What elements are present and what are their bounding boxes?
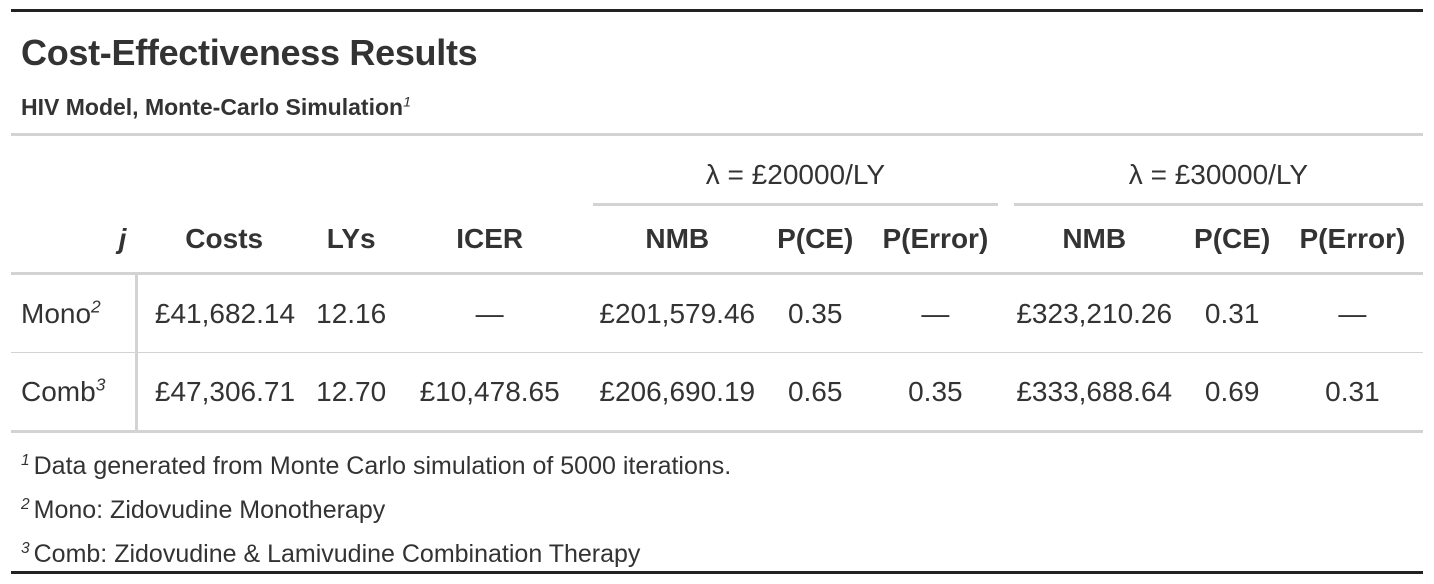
spanner-lambda-30000-label: λ = £30000/LY: [1013, 159, 1423, 206]
footnote: 2 Mono: Zidovudine Monotherapy: [21, 488, 731, 532]
table-heading: Cost-Effectiveness Results HIV Model, Mo…: [11, 12, 1423, 136]
cell-lys: 12.70: [311, 352, 391, 433]
table-title: Cost-Effectiveness Results: [21, 32, 478, 73]
results-table: λ = £20000/LY λ = £30000/LY j Costs LYs …: [11, 136, 1423, 433]
spanner-lambda-30000: λ = £30000/LY: [1006, 136, 1423, 206]
table-row: Comb3 £47,306.71 12.70 £10,478.65 £206,6…: [11, 352, 1423, 433]
cell-pce-20k: 0.65: [765, 352, 865, 433]
footnotes: 1 Data generated from Monte Carlo simulat…: [21, 444, 731, 576]
cell-nmb-30k: £333,688.64: [1005, 352, 1183, 433]
column-header-pce-20k: P(CE): [765, 206, 865, 275]
column-header-nmb-20k: NMB: [588, 206, 766, 275]
cell-lys: 12.16: [311, 273, 391, 353]
column-header-lys: LYs: [311, 206, 391, 275]
footnote-mark: 1: [21, 451, 30, 469]
table-subtitle: HIV Model, Monte-Carlo Simulation1: [21, 94, 411, 121]
column-header-pce-30k: P(CE): [1182, 206, 1282, 275]
spanner-lambda-20000-label: λ = £20000/LY: [592, 159, 998, 206]
results-table-container: Cost-Effectiveness Results HIV Model, Mo…: [11, 9, 1423, 574]
footnote-mark: 2: [21, 495, 30, 513]
spanner-row: λ = £20000/LY λ = £30000/LY: [11, 136, 1423, 206]
column-header-perror-30k: P(Error): [1281, 206, 1423, 275]
footnote-text: Mono: Zidovudine Monotherapy: [33, 496, 386, 524]
column-header-costs: Costs: [136, 206, 312, 275]
column-header-stub: j: [11, 206, 137, 275]
cell-pce-30k: 0.31: [1182, 273, 1282, 353]
cell-pce-30k: 0.69: [1182, 352, 1282, 433]
column-header-perror-20k: P(Error): [864, 206, 1006, 275]
cell-perror-20k: 0.35: [864, 352, 1006, 433]
cell-pce-20k: 0.35: [765, 273, 865, 353]
row-label-text: Mono: [21, 297, 92, 329]
row-label-text: Comb: [21, 375, 96, 407]
row-footnote-mark: 2: [91, 296, 101, 317]
subtitle-text: HIV Model, Monte-Carlo Simulation: [21, 94, 404, 120]
column-header-row: j Costs LYs ICER NMB P(CE) P(Error) NMB …: [11, 206, 1423, 275]
subtitle-footnote-mark: 1: [403, 94, 411, 111]
cell-icer: —: [390, 273, 589, 353]
cell-perror-30k: 0.31: [1281, 352, 1423, 433]
row-label-comb: Comb3: [11, 352, 138, 433]
cell-icer: £10,478.65: [390, 352, 589, 433]
cell-costs: £41,682.14: [136, 273, 312, 353]
cell-nmb-20k: £201,579.46: [588, 273, 766, 353]
spanner-empty: [11, 136, 589, 206]
footnote-mark: 3: [21, 539, 30, 557]
footnote: 3 Comb: Zidovudine & Lamivudine Combinati…: [21, 532, 731, 576]
footnote-text: Comb: Zidovudine & Lamivudine Combinatio…: [33, 540, 641, 568]
table-row: Mono2 £41,682.14 12.16 — £201,579.46 0.3…: [11, 273, 1423, 353]
cell-perror-20k: —: [864, 273, 1006, 353]
row-label-mono: Mono2: [11, 273, 138, 353]
footnote: 1 Data generated from Monte Carlo simulat…: [21, 444, 731, 488]
cell-nmb-20k: £206,690.19: [588, 352, 766, 433]
row-footnote-mark: 3: [95, 374, 106, 395]
cell-nmb-30k: £323,210.26: [1005, 273, 1183, 353]
cell-costs: £47,306.71: [136, 352, 312, 433]
cell-perror-30k: —: [1281, 273, 1423, 353]
footnote-text: Data generated from Monte Carlo simulati…: [33, 452, 732, 480]
spanner-lambda-20000: λ = £20000/LY: [589, 136, 1006, 206]
column-header-nmb-30k: NMB: [1005, 206, 1183, 275]
column-header-icer: ICER: [390, 206, 589, 275]
